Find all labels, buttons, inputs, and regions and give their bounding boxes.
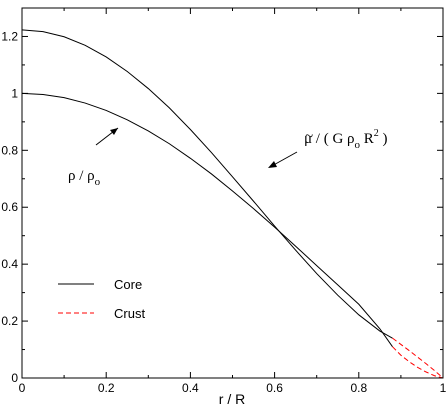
y-tick-label: 0.2 bbox=[1, 314, 18, 328]
legend: Core Crust bbox=[58, 277, 145, 321]
x-axis-title: r / R bbox=[219, 391, 245, 407]
rho-annotation-main: ρ / ρ bbox=[68, 168, 95, 184]
y-tick-label: 0.8 bbox=[1, 143, 18, 157]
y-tick-label: 1 bbox=[11, 86, 18, 100]
y-tick-label: 0.4 bbox=[1, 257, 18, 271]
legend-crust-label: Crust bbox=[114, 306, 145, 321]
rho-annotation-arrowhead bbox=[110, 128, 118, 135]
y-tick-label: 0.6 bbox=[1, 200, 18, 214]
mu-annotation-close: ) bbox=[379, 131, 388, 147]
mu-annotation-main: μ / ( G ρ bbox=[304, 131, 355, 147]
x-tick-label: 0.6 bbox=[266, 381, 283, 395]
rho-annotation: ρ / ρo bbox=[68, 168, 101, 188]
rho-annotation-sub: o bbox=[95, 176, 101, 188]
legend-core-label: Core bbox=[114, 277, 142, 292]
series-layer bbox=[21, 29, 444, 379]
y-tick-label: 0 bbox=[11, 371, 18, 385]
mu-annotation-sup: 2 bbox=[374, 128, 379, 139]
y-tick-label: 1.2 bbox=[1, 29, 18, 43]
mu-annotation-tail: R bbox=[360, 131, 374, 147]
x-tick-label: 0 bbox=[19, 381, 26, 395]
series-line-mu-crust bbox=[392, 337, 444, 379]
mu-annotation-arrowhead bbox=[268, 161, 277, 168]
plot-frame bbox=[21, 7, 444, 379]
x-tick-label: 1 bbox=[440, 381, 446, 395]
x-tick-label: 0.4 bbox=[182, 381, 199, 395]
mu-annotation: μ / ( G ρo R2 ) bbox=[304, 128, 388, 151]
ticks-layer: 0 0.2 0.4 0.6 0.8 1 0 0.2 0.4 0.6 0.8 1 1.2 bbox=[1, 7, 446, 395]
mu-annotation-tilde: ~ bbox=[305, 129, 313, 145]
x-tick-label: 0.2 bbox=[98, 381, 115, 395]
series-line-rho-crust bbox=[392, 346, 444, 379]
x-tick-label: 0.8 bbox=[350, 381, 367, 395]
series-line-mu-core bbox=[21, 29, 393, 339]
mu-annotation-sub: o bbox=[355, 139, 361, 151]
series-line-rho-core bbox=[21, 92, 393, 347]
